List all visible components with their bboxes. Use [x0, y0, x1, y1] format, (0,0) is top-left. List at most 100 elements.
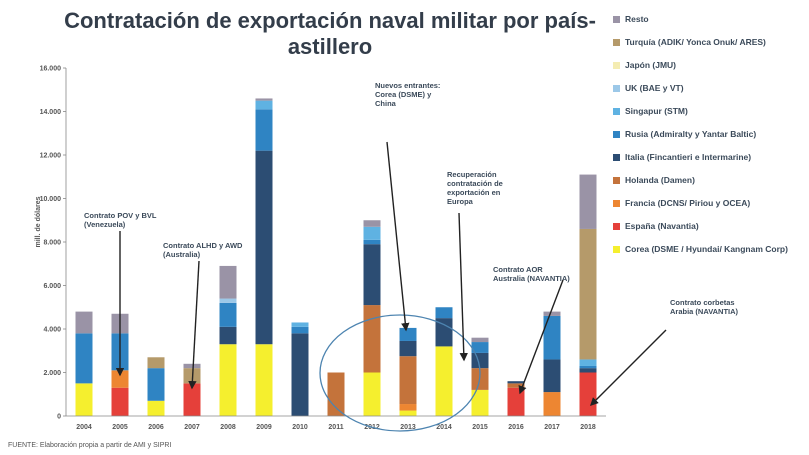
y-tick-label: 16.000: [40, 66, 62, 73]
bar-segment: [399, 340, 417, 357]
bar-segment: [255, 150, 273, 345]
legend-swatch: [613, 62, 620, 69]
bar-segment: [543, 392, 561, 416]
y-tick-label: 4.000: [43, 327, 61, 334]
bar-segment: [147, 357, 165, 369]
bar-segment: [363, 372, 381, 416]
bar-segment: [579, 174, 597, 229]
legend-label: Corea (DSME / Hyundai/ Kangnam Corp): [625, 244, 788, 254]
annotation-arrow: [188, 260, 200, 390]
bar-segment: [399, 404, 417, 411]
x-tick-label: 2014: [436, 424, 452, 431]
bar-segment: [579, 372, 597, 416]
legend-item: Holanda (Damen): [613, 175, 803, 185]
annotation-arrow: [458, 212, 468, 362]
bar-segment: [75, 333, 93, 384]
annotation-arrow: [590, 329, 667, 406]
bar-segment: [255, 344, 273, 416]
bar-segment: [363, 305, 381, 373]
legend-label: Francia (DCNS/ Piriou y OCEA): [625, 198, 751, 208]
legend-swatch: [613, 85, 620, 92]
legend-swatch: [613, 223, 620, 230]
legend-label: España (Navantia): [625, 221, 699, 231]
x-tick-label: 2013: [400, 424, 416, 431]
bar-segment: [471, 389, 489, 416]
x-tick-label: 2018: [580, 424, 596, 431]
legend-item: UK (BAE y VT): [613, 83, 803, 93]
y-tick-label: 10.000: [40, 196, 62, 203]
bar-segment: [399, 356, 417, 405]
annotation: Contrato AOR Australia (NAVANTIA): [493, 265, 570, 283]
annotation-arrow: [518, 279, 564, 395]
legend-swatch: [613, 200, 620, 207]
y-tick-label: 6.000: [43, 283, 61, 290]
legend-label: Turquía (ADIK/ Yonca Onuk/ ARES): [625, 37, 766, 47]
y-tick-label: 12.000: [40, 153, 62, 160]
bar-segment: [435, 307, 453, 319]
annotation: Recuperación contratación de exportación e…: [447, 170, 503, 206]
legend-label: Singapur (STM): [625, 106, 688, 116]
x-tick-label: 2007: [184, 424, 200, 431]
legend-swatch: [613, 131, 620, 138]
x-tick-label: 2016: [508, 424, 524, 431]
x-tick-label: 2010: [292, 424, 308, 431]
y-tick-label: 0: [57, 414, 61, 421]
legend-swatch: [613, 246, 620, 253]
bar-segment: [75, 383, 93, 416]
bar-segment: [435, 346, 453, 416]
bar-segment: [183, 383, 201, 416]
legend-label: Japón (JMU): [625, 60, 676, 70]
legend-swatch: [613, 16, 620, 23]
legend-label: Rusia (Admiralty y Yantar Baltic): [625, 129, 757, 139]
bar-segment: [435, 318, 453, 347]
bar-segment: [291, 326, 309, 334]
bar-segment: [471, 342, 489, 353]
bar-segment: [147, 400, 165, 416]
legend-item: Corea (DSME / Hyundai/ Kangnam Corp): [613, 244, 803, 254]
bar-segment: [471, 352, 489, 369]
highlight-ellipse: [319, 314, 481, 432]
bar-segment: [363, 244, 381, 306]
x-tick-label: 2009: [256, 424, 272, 431]
bar-segment: [255, 98, 273, 101]
bar-segment: [147, 368, 165, 401]
legend-label: Italia (Fincantieri e Intermarine): [625, 152, 752, 162]
annotation: Nuevos entrantes: Corea (DSME) y China: [375, 81, 440, 108]
legend-item: Rusia (Admiralty y Yantar Baltic): [613, 129, 803, 139]
x-tick-label: 2017: [544, 424, 560, 431]
bar-segment: [507, 383, 525, 388]
legend-item: Resto: [613, 14, 803, 24]
bar-segment: [363, 239, 381, 245]
bar-segment: [543, 359, 561, 393]
legend-swatch: [613, 108, 620, 115]
bar-segment: [507, 381, 525, 384]
bar-segment: [219, 326, 237, 345]
legend-label: Holanda (Damen): [625, 175, 695, 185]
legend-item: Italia (Fincantieri e Intermarine): [613, 152, 803, 162]
bar-segment: [111, 370, 129, 388]
bar-segment: [219, 298, 237, 303]
bar-segment: [579, 365, 597, 369]
chart-title: Contratación de exportación naval milita…: [64, 8, 596, 59]
bar-segment: [111, 387, 129, 416]
y-tick-label: 2.000: [43, 370, 61, 377]
bar-segment: [255, 100, 273, 110]
bar-segment: [219, 302, 237, 327]
legend-item: Singapur (STM): [613, 106, 803, 116]
source-note: FUENTE: Elaboración propia a partir de A…: [8, 442, 172, 449]
bar-segment: [291, 322, 309, 327]
x-tick-label: 2011: [328, 424, 343, 431]
legend-item: Turquía (ADIK/ Yonca Onuk/ ARES): [613, 37, 803, 47]
bar-segment: [327, 372, 345, 416]
legend-item: Francia (DCNS/ Piriou y OCEA): [613, 198, 803, 208]
bar-segment: [471, 337, 489, 343]
bar-segment: [363, 226, 381, 240]
legend-swatch: [613, 154, 620, 161]
bar-segment: [291, 333, 309, 416]
bar-segment: [399, 410, 417, 416]
bar-segment: [183, 363, 201, 369]
bar-segment: [507, 387, 525, 416]
x-tick-label: 2015: [472, 424, 488, 431]
annotation-arrow: [386, 141, 410, 332]
